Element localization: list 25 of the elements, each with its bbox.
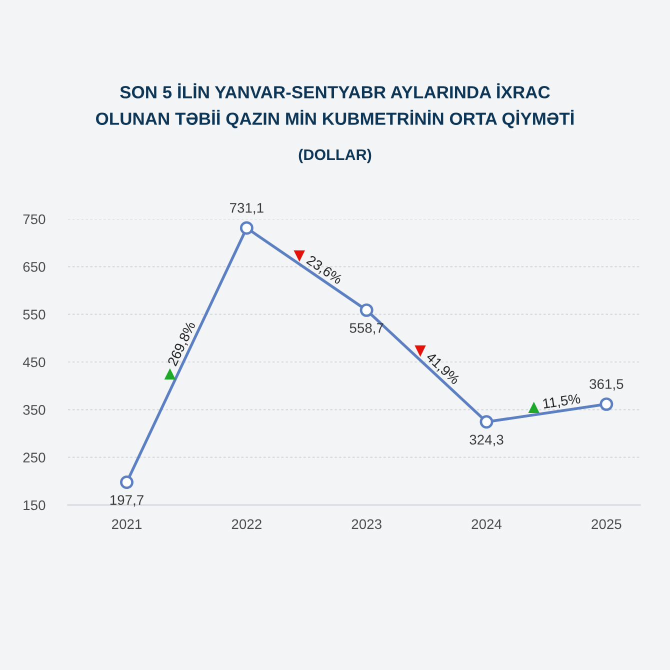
y-tick-label: 450: [22, 357, 46, 368]
x-tick-label: 2021: [112, 519, 142, 530]
point: [480, 415, 494, 429]
y-tick-label: 550: [23, 310, 46, 320]
y-tick-label: 750: [23, 214, 46, 224]
data-label: 197,7: [110, 495, 144, 507]
chart-title: SON 5 İLİN YANVAR-SENTYABR AYLARINDA İXRAC OLUNAN TƏBİİ QAZIN MİN KUBMETRİNİN ORTA QİYMƏTİ: [96, 83, 574, 128]
point: [600, 397, 614, 411]
data-label: 731,1: [230, 202, 264, 214]
annotation: 11,5%: [542, 394, 581, 410]
data-label: 558,7: [350, 323, 384, 335]
point: [360, 303, 374, 317]
y-tick-label: 250: [23, 452, 46, 463]
x-tick-label: 2024: [472, 519, 502, 530]
point: [120, 476, 134, 489]
data-label: 324,3: [470, 434, 504, 446]
x-tick-label: 2022: [232, 519, 262, 530]
point: [240, 221, 254, 235]
x-tick-label: 2023: [352, 519, 382, 530]
y-tick-label: 350: [23, 405, 46, 415]
x-tick-label: 2025: [592, 519, 622, 530]
y-tick-label: 650: [23, 262, 46, 272]
y-tick-label: 150: [24, 500, 46, 510]
data-label: 361,5: [590, 379, 624, 391]
chart-subtitle: (DOLLAR): [298, 148, 372, 164]
